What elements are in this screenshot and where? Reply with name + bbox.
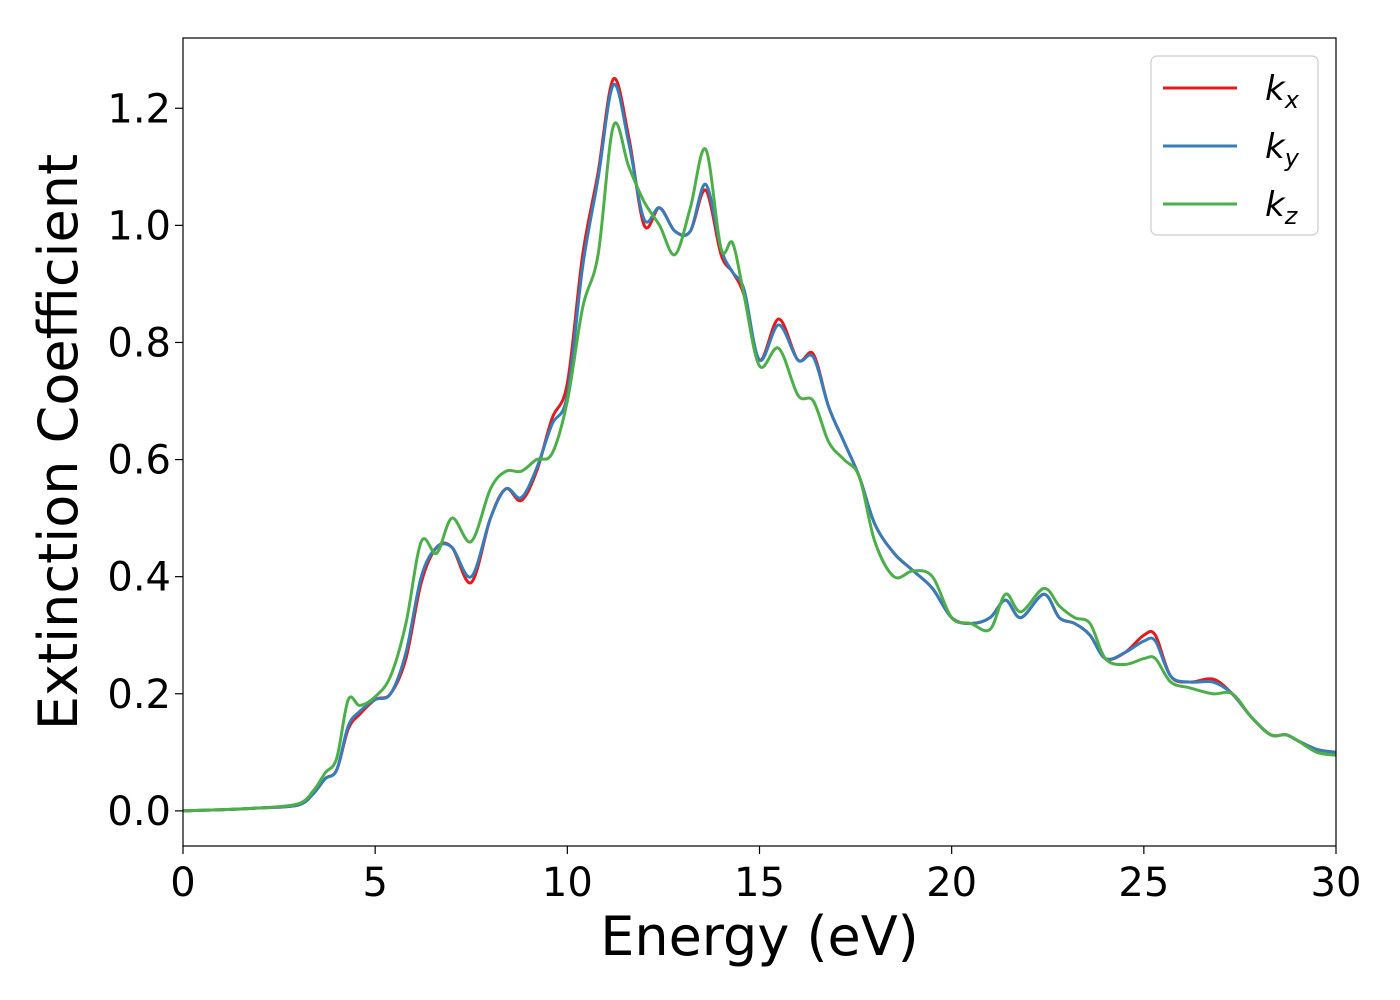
x-tick-label: 25 [1118,860,1169,906]
series-layer [183,77,1336,813]
x-tick-label: 0 [170,860,195,906]
x-tick-label: 5 [362,860,387,906]
x-axis-label: Energy (eV) [600,905,919,968]
y-tick-label: 1.2 [107,86,171,132]
y-tick-label: 0.4 [107,555,171,601]
legend-label-y: ky [1265,127,1300,172]
x-tick-label: 10 [542,860,593,906]
y-tick-label: 1.0 [107,203,171,249]
legend-label-x: kx [1265,69,1300,114]
y-axis-label: Extinction Coefficient [27,154,90,730]
y-tick-label: 0.6 [107,438,171,484]
x-tick-label: 15 [734,860,785,906]
x-axis: 0 5 10 15 20 25 30 [170,846,1361,906]
series-line-z [183,121,1336,813]
x-tick-label: 20 [926,860,977,906]
legend-label-z: kz [1265,185,1299,230]
y-axis: 0.0 0.2 0.4 0.6 0.8 1.0 1.2 [107,86,183,835]
y-tick-label: 0.2 [107,672,171,718]
y-tick-label: 0.0 [107,789,171,835]
x-tick-label: 30 [1311,860,1362,906]
y-tick-label: 0.8 [107,320,171,366]
legend: kx ky kz [1150,55,1319,236]
